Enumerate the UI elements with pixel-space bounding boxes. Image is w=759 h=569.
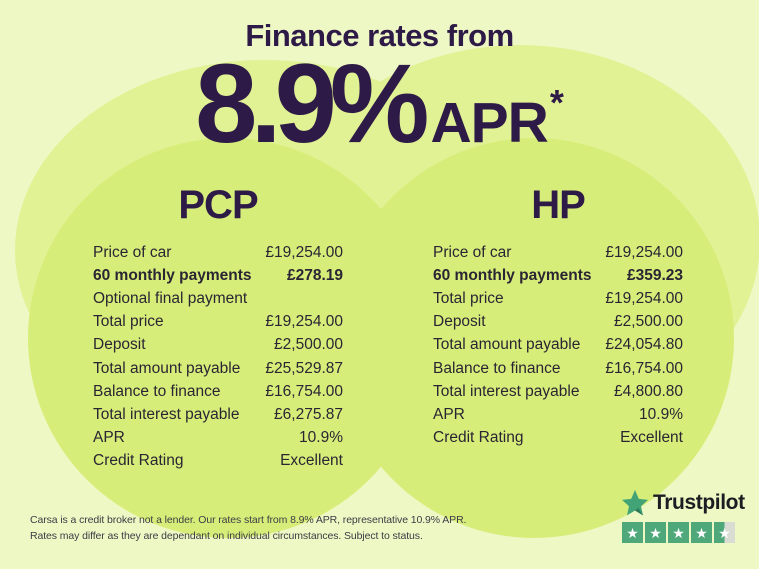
row-value: £6,275.87 (274, 405, 343, 423)
pcp-column: PCP Price of car £19,254.00 60 monthly pay… (93, 183, 343, 473)
finance-row: Optional final payment (93, 287, 343, 310)
finance-row: Deposit £2,500.00 (433, 311, 683, 334)
row-value: £16,754.00 (605, 359, 683, 377)
row-label: Credit Rating (93, 452, 184, 470)
row-value: Excellent (280, 452, 343, 470)
row-label: Balance to finance (433, 359, 561, 377)
trustpilot-rating-star: ★ (714, 522, 735, 543)
row-value: Excellent (620, 429, 683, 447)
rate-asterisk: * (549, 82, 564, 123)
finance-row: Total amount payable £25,529.87 (93, 357, 343, 380)
column-heading: HP (531, 183, 586, 227)
disclaimer-line-2: Rates may differ as they are dependant o… (30, 530, 423, 543)
finance-row: Credit Rating Excellent (433, 427, 683, 450)
trustpilot-logo: Trustpilot ★ ★ ★ ★ ★ (622, 490, 745, 543)
finance-row: Price of car £19,254.00 (433, 241, 683, 264)
row-value: £25,529.87 (265, 359, 343, 377)
trustpilot-rating-star: ★ (691, 522, 712, 543)
finance-row: 60 monthly payments £359.23 (433, 264, 683, 287)
finance-row: Total price £19,254.00 (433, 287, 683, 310)
row-label: 60 monthly payments (93, 266, 252, 284)
trustpilot-rating-star: ★ (622, 522, 643, 543)
row-label: Total amount payable (93, 359, 241, 377)
row-value: £359.23 (626, 266, 683, 284)
row-label: Total interest payable (433, 382, 580, 400)
rows: Price of car £19,254.00 60 monthly payment… (433, 241, 683, 450)
row-label: APR (433, 405, 465, 423)
finance-row: Deposit £2,500.00 (93, 334, 343, 357)
background-circle-right (334, 138, 734, 538)
row-label: Optional final payment (93, 289, 248, 307)
rows: Price of car £19,254.00 60 monthly payment… (93, 241, 343, 473)
row-label: Price of car (433, 243, 512, 261)
column-heading: PCP (178, 183, 258, 227)
headline-rate: 8.9% APR * (0, 48, 759, 160)
row-label: Deposit (433, 313, 486, 331)
trustpilot-star-icon (622, 490, 648, 516)
finance-row: Price of car £19,254.00 (93, 241, 343, 264)
trustpilot-wordmark: Trustpilot (653, 491, 745, 514)
finance-row: Balance to finance £16,754.00 (93, 380, 343, 403)
row-value: 10.9% (639, 405, 683, 423)
row-label: Total interest payable (93, 405, 240, 423)
row-value: £19,254.00 (265, 243, 343, 261)
trustpilot-rating-star: ★ (668, 522, 689, 543)
page-title: Finance rates from (245, 18, 514, 53)
rate-suffix: APR (430, 91, 548, 155)
row-value: £16,754.00 (265, 382, 343, 400)
row-label: Deposit (93, 336, 146, 354)
row-value: £24,054.80 (605, 336, 683, 354)
row-label: Total price (93, 313, 164, 331)
row-value: £19,254.00 (265, 313, 343, 331)
hp-column: HP Price of car £19,254.00 60 monthly paym… (433, 183, 683, 450)
finance-row: Total interest payable £4,800.80 (433, 380, 683, 403)
row-value: £2,500.00 (614, 313, 683, 331)
finance-row: Credit Rating Excellent (93, 450, 343, 473)
trustpilot-rating: ★ ★ ★ ★ ★ (622, 522, 745, 543)
finance-row: 60 monthly payments £278.19 (93, 264, 343, 287)
row-label: Total amount payable (433, 336, 581, 354)
disclaimer-line-1: Carsa is a credit broker not a lender. O… (30, 514, 467, 526)
finance-row: Total amount payable £24,054.80 (433, 334, 683, 357)
row-label: 60 monthly payments (433, 266, 592, 284)
row-value: £4,800.80 (614, 382, 683, 400)
disclaimer: Carsa is a credit broker not a lender. O… (30, 512, 466, 545)
rate-value: 8.9% (195, 41, 429, 166)
row-value: £278.19 (286, 266, 343, 284)
row-label: APR (93, 429, 125, 447)
trustpilot-rating-star: ★ (645, 522, 666, 543)
row-label: Total price (433, 289, 504, 307)
finance-row: Total price £19,254.00 (93, 311, 343, 334)
finance-row: APR 10.9% (93, 427, 343, 450)
finance-row: APR 10.9% (433, 403, 683, 426)
row-value: 10.9% (299, 429, 343, 447)
row-value: £19,254.00 (605, 243, 683, 261)
row-label: Price of car (93, 243, 172, 261)
row-value: £19,254.00 (605, 289, 683, 307)
row-value: £2,500.00 (274, 336, 343, 354)
row-label: Balance to finance (93, 382, 221, 400)
row-label: Credit Rating (433, 429, 524, 447)
finance-row: Balance to finance £16,754.00 (433, 357, 683, 380)
finance-row: Total interest payable £6,275.87 (93, 403, 343, 426)
